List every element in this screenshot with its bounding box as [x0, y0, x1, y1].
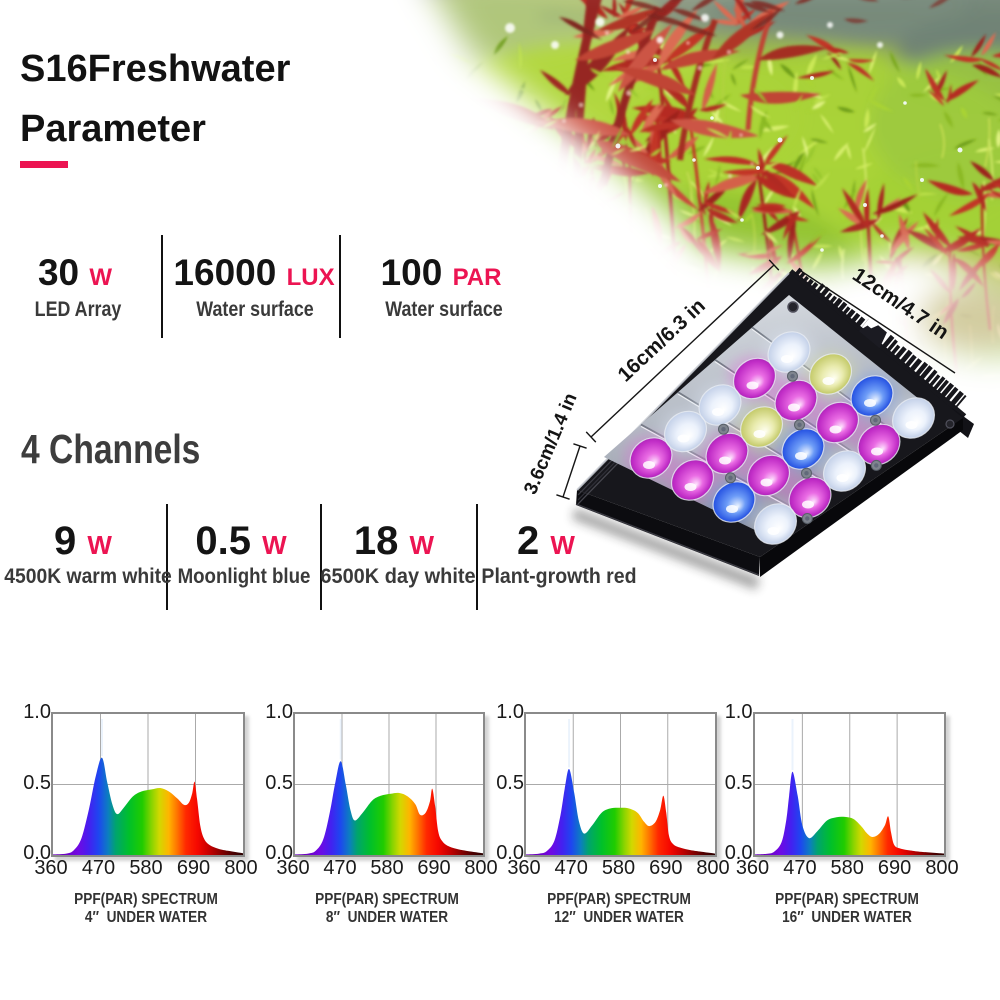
svg-text:3.6cm/1.4 in: 3.6cm/1.4 in — [520, 390, 581, 497]
